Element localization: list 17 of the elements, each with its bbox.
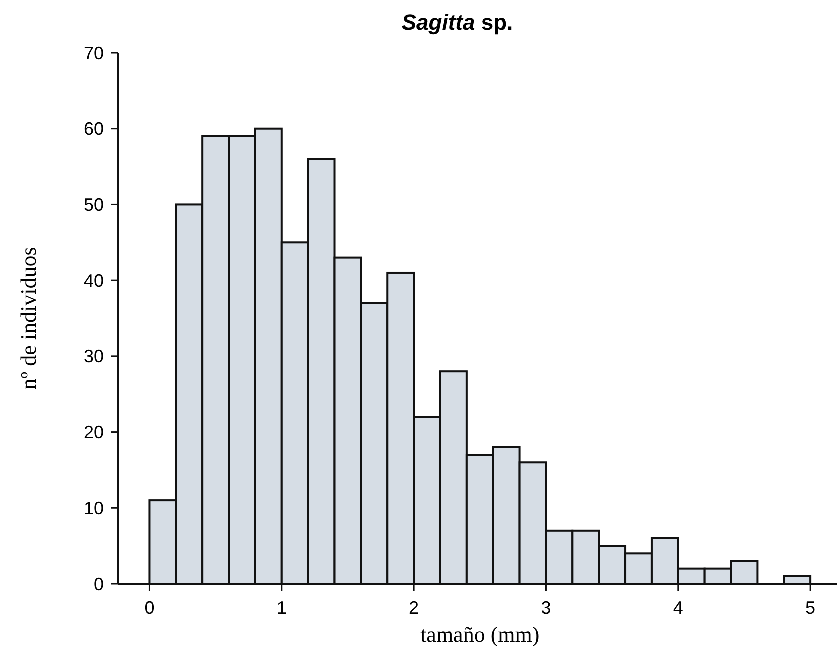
y-tick-label: 0	[94, 574, 104, 594]
y-tick-label: 40	[84, 270, 104, 291]
x-tick-label: 3	[541, 598, 552, 618]
y-tick-label: 70	[84, 43, 104, 64]
chart-title: Sagitta sp.	[402, 10, 514, 35]
y-tick-label: 50	[84, 195, 104, 216]
y-axis-title: nº de individuos	[16, 247, 41, 390]
y-tick-label: 60	[84, 119, 104, 140]
x-tick-label: 1	[276, 598, 287, 618]
x-tick-label: 2	[409, 598, 420, 618]
y-tick-label: 10	[84, 498, 104, 518]
x-axis-title: tamaño (mm)	[420, 622, 540, 647]
x-tick-label: 0	[144, 598, 155, 618]
x-tick-label: 5	[806, 598, 816, 618]
y-tick-label: 20	[84, 422, 104, 443]
x-tick-label: 4	[673, 598, 684, 618]
y-tick-label: 30	[84, 346, 104, 367]
